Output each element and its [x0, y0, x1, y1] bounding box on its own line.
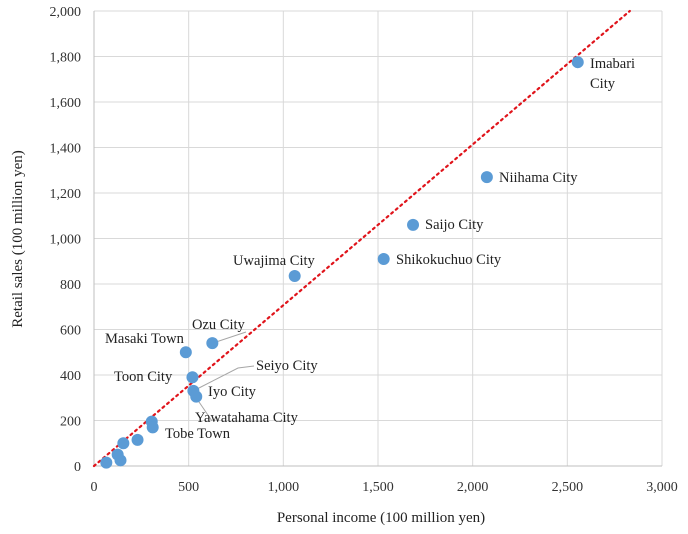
x-tick-label: 1,500: [362, 480, 394, 495]
data-point: [407, 218, 420, 231]
x-tick-label: 2,000: [457, 480, 489, 495]
data-points: [100, 56, 584, 469]
x-axis-title: Personal income (100 million yen): [277, 510, 485, 526]
x-tick-label: 1,000: [268, 480, 300, 495]
point-label: Tobe Town: [165, 426, 231, 442]
data-point: [480, 171, 493, 184]
point-label: Uwajima City: [233, 253, 316, 269]
leader-line: [215, 331, 247, 343]
y-tick-label: 200: [60, 415, 81, 430]
y-tick-label: 1,200: [50, 187, 82, 202]
y-tick-label: 2,000: [50, 5, 82, 20]
data-point: [100, 456, 113, 469]
data-point: [288, 270, 301, 283]
point-labels: Imabari City Niihama City Saijo City Shikoku…: [105, 56, 635, 442]
data-point: [179, 346, 192, 359]
data-point: [377, 252, 390, 265]
point-label: City: [590, 76, 616, 92]
leader-line: [196, 365, 255, 390]
leader-lines: [196, 331, 255, 422]
x-tick-label: 500: [178, 480, 199, 495]
point-label: Ozu City: [192, 317, 246, 333]
data-point: [114, 454, 127, 467]
data-point: [571, 56, 584, 69]
point-label: Shikokuchuo City: [396, 252, 502, 268]
point-label: Niihama City: [499, 170, 578, 186]
data-point: [186, 371, 199, 384]
y-tick-label: 400: [60, 369, 81, 384]
x-tick-label: 3,000: [646, 480, 678, 495]
data-point: [131, 433, 144, 446]
point-label: Masaki Town: [105, 331, 185, 347]
x-tick-label: 0: [91, 480, 98, 495]
point-label: Iyo City: [208, 384, 257, 400]
data-point: [146, 421, 159, 434]
y-tick-label: 0: [74, 460, 81, 475]
gridlines: [94, 10, 663, 466]
y-tick-label: 1,600: [50, 96, 82, 111]
y-tick-label: 800: [60, 278, 81, 293]
data-point: [190, 390, 203, 403]
data-point: [206, 337, 219, 350]
point-label: Toon City: [114, 369, 173, 385]
point-label: Yawatahama City: [195, 410, 299, 426]
point-label: Saijo City: [425, 217, 484, 233]
axes: 0 200 400 600 800 1,000 1,200 1,400 1,600 1,800 2,…: [50, 5, 678, 495]
y-tick-label: 1,400: [50, 142, 82, 157]
point-label: Seiyo City: [256, 358, 318, 374]
data-point: [117, 437, 130, 450]
y-axis-title: Retail sales (100 million yen): [10, 150, 26, 327]
y-tick-label: 1,000: [50, 233, 82, 248]
y-tick-label: 600: [60, 324, 81, 339]
leader-line: [196, 398, 213, 422]
y-tick-label: 1,800: [50, 51, 82, 66]
x-tick-label: 2,500: [552, 480, 584, 495]
point-label: Imabari: [590, 56, 635, 72]
